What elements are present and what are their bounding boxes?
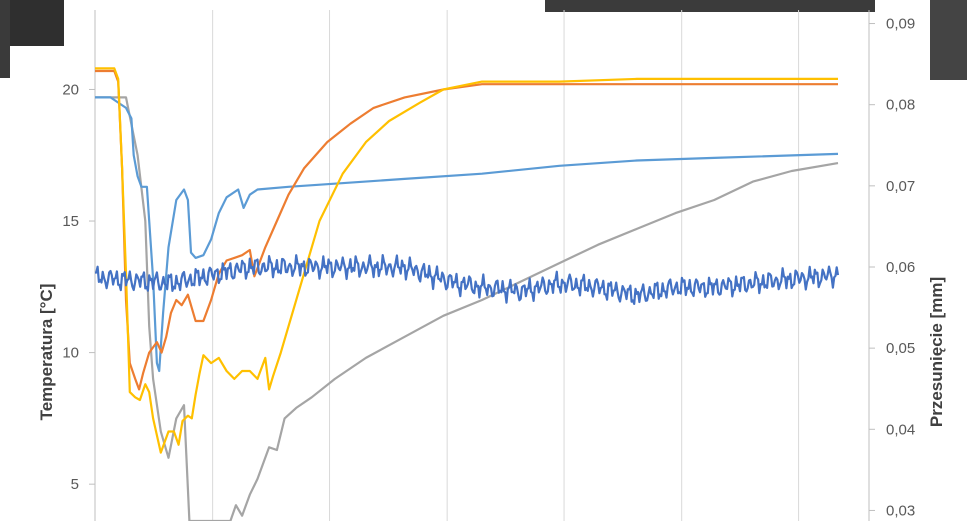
left-axis-ticks: 5 10 15 20 — [62, 81, 95, 493]
series-line-2 — [95, 96, 839, 373]
series-line-5 — [94, 254, 840, 305]
right-axis-ticks: 0,03 0,04 0,05 0,06 0,07 0,08 0,09 — [869, 16, 915, 519]
photo-fragment-right — [930, 0, 967, 80]
axes — [94, 10, 870, 521]
right-tick-label-0,05: 0,05 — [886, 340, 915, 357]
right-tick-label-0,04: 0,04 — [886, 421, 915, 438]
photo-fragment-left-edge — [0, 0, 10, 78]
series-line-4 — [95, 67, 838, 454]
left-tick-label-10: 10 — [62, 345, 79, 362]
right-axis-title: Przesunięcie [mm] — [927, 277, 946, 427]
right-tick-label-0,09: 0,09 — [886, 16, 915, 33]
left-tick-label-20: 20 — [62, 81, 79, 98]
series-lines — [94, 67, 840, 521]
right-tick-label-0,06: 0,06 — [886, 259, 915, 276]
photo-fragment-left — [0, 0, 64, 46]
left-tick-label-5: 5 — [71, 476, 79, 493]
right-tick-label-0,03: 0,03 — [886, 502, 915, 519]
right-tick-label-0,08: 0,08 — [886, 97, 915, 114]
photo-fragment-top — [545, 0, 875, 12]
series-line-1 — [95, 96, 839, 521]
left-tick-label-15: 15 — [62, 213, 79, 230]
right-tick-label-0,07: 0,07 — [886, 178, 915, 195]
left-axis-title: Temperatura [°C] — [37, 284, 56, 421]
